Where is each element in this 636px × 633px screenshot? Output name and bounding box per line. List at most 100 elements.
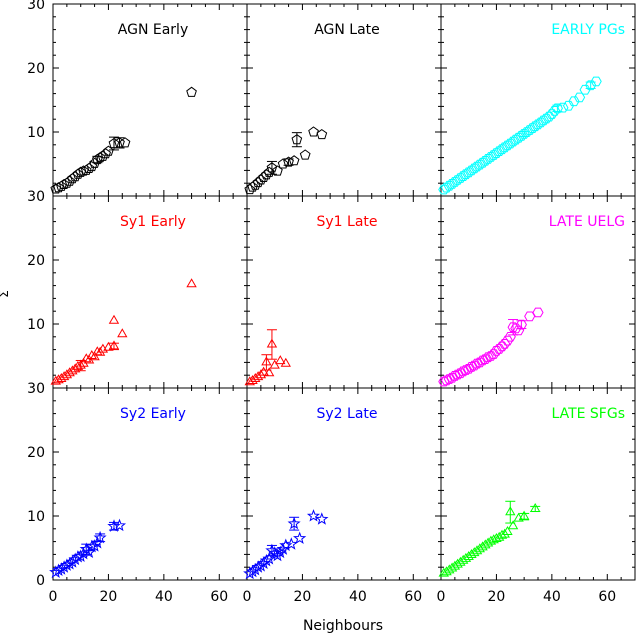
data-point xyxy=(114,137,125,148)
data-point xyxy=(78,357,89,367)
data-point xyxy=(446,179,458,189)
data-point xyxy=(452,369,464,380)
data-point xyxy=(67,365,78,375)
data-point xyxy=(490,148,502,158)
data-point xyxy=(252,371,264,381)
y-tick-label: 30 xyxy=(27,381,45,397)
data-point xyxy=(93,530,107,544)
data-point xyxy=(457,366,469,377)
data-point xyxy=(579,84,591,95)
data-point xyxy=(507,520,519,530)
x-tick-label: 60 xyxy=(210,589,228,605)
data-point xyxy=(535,117,547,128)
data-point xyxy=(463,364,475,374)
panel-3: 10 20 30 Sy1 Early xyxy=(27,189,248,389)
data-point xyxy=(89,351,100,361)
data-point xyxy=(283,156,294,167)
data-point xyxy=(255,174,267,185)
data-point xyxy=(266,338,278,348)
x-tick-label: 20 xyxy=(294,589,312,605)
panel-label: Sy2 Late xyxy=(316,406,377,422)
data-point xyxy=(262,551,276,565)
data-point xyxy=(440,182,453,193)
data-point xyxy=(479,354,491,364)
data-point xyxy=(532,119,544,130)
data-point xyxy=(266,162,278,173)
data-point xyxy=(477,157,489,168)
x-tick-label: 20 xyxy=(488,589,506,605)
data-point xyxy=(485,152,497,162)
data-point xyxy=(460,365,472,375)
data-point xyxy=(94,346,106,356)
data-point xyxy=(530,503,541,512)
data-point xyxy=(524,311,536,322)
data-point xyxy=(515,131,527,141)
data-point xyxy=(270,548,285,562)
data-point xyxy=(72,360,84,370)
data-point xyxy=(272,165,283,176)
data-point xyxy=(438,376,450,387)
data-point xyxy=(465,165,478,176)
data-point xyxy=(521,127,533,137)
data-point xyxy=(526,123,539,133)
data-point xyxy=(482,352,494,363)
panel-grid: 10 20 30 AGN Early AGN Late EARLY PGs 10 20 30 Sy… xyxy=(27,0,636,605)
data-point xyxy=(244,376,255,386)
data-point xyxy=(276,542,290,555)
data-point xyxy=(474,357,486,368)
data-point xyxy=(252,176,264,188)
data-point xyxy=(107,519,121,532)
panel-label: Sy1 Late xyxy=(316,214,377,230)
data-point xyxy=(463,167,475,178)
data-point xyxy=(502,525,513,535)
data-point xyxy=(117,328,128,338)
x-tick-label: 0 xyxy=(49,589,58,605)
panel-label: AGN Early xyxy=(118,22,188,38)
y-tick-label: 20 xyxy=(27,253,45,269)
data-point xyxy=(108,340,120,350)
data-point xyxy=(468,360,480,371)
data-point xyxy=(58,178,70,189)
data-point xyxy=(306,509,321,522)
panel-7: 0 20 40 60 Sy2 Late xyxy=(243,387,442,605)
data-point xyxy=(549,106,561,116)
data-point xyxy=(518,129,530,139)
data-point xyxy=(449,177,461,187)
x-tick-label: 60 xyxy=(404,589,422,605)
data-point xyxy=(273,545,287,559)
data-point xyxy=(280,357,291,367)
data-point xyxy=(510,134,522,145)
data-point xyxy=(537,115,550,126)
data-point xyxy=(275,355,286,365)
data-point xyxy=(293,531,307,544)
data-point xyxy=(50,183,62,194)
data-point xyxy=(471,358,483,369)
y-tick-label: 0 xyxy=(36,573,45,589)
data-point xyxy=(524,125,536,135)
data-point xyxy=(474,159,486,170)
data-point xyxy=(515,319,527,330)
data-point xyxy=(308,126,319,137)
data-point xyxy=(513,132,525,143)
data-point xyxy=(562,100,575,111)
data-point xyxy=(255,369,267,379)
data-point xyxy=(83,162,95,173)
data-point xyxy=(490,346,502,356)
data-point xyxy=(468,163,480,174)
data-point xyxy=(263,367,275,377)
panel-5: LATE UELG xyxy=(438,195,636,389)
x-tick-label: 60 xyxy=(598,589,616,605)
data-point xyxy=(443,180,455,191)
data-point xyxy=(250,179,261,190)
data-point xyxy=(94,151,106,163)
data-point xyxy=(454,368,466,379)
data-point xyxy=(261,169,272,180)
data-point xyxy=(482,154,494,164)
data-point xyxy=(438,567,449,577)
data-point xyxy=(261,356,272,366)
data-point xyxy=(543,111,555,122)
y-tick-label: 30 xyxy=(27,0,45,13)
data-point xyxy=(568,96,580,107)
data-point xyxy=(100,148,111,159)
